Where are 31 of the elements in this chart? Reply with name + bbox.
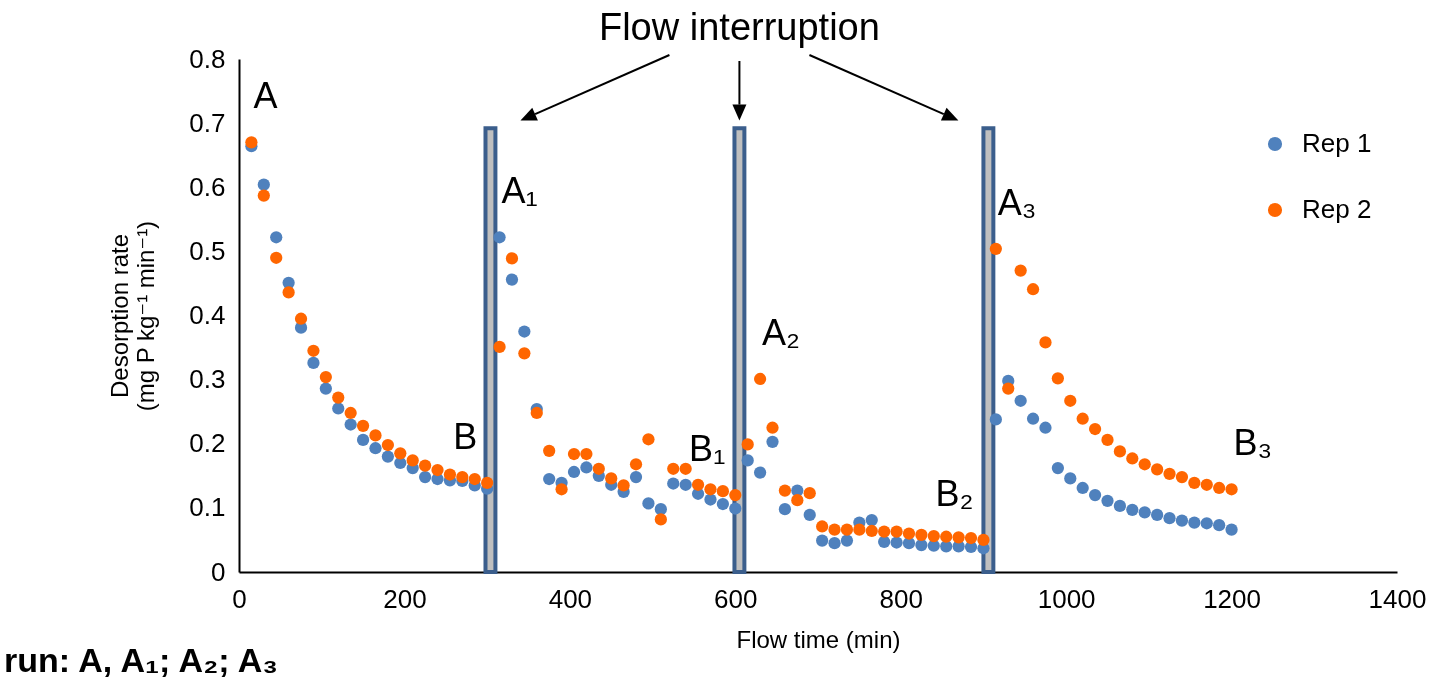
annotation: A₁ (501, 170, 538, 212)
y-axis-title: Desorption rate (mg P kg⁻¹ min⁻¹) (106, 220, 160, 412)
annotation: A₂ (762, 311, 801, 353)
y-tick-label: 0.6 (189, 171, 226, 202)
x-tick-label: 400 (548, 583, 593, 614)
x-axis-title: Flow time (min) (736, 625, 901, 653)
y-tick-label: 0.7 (189, 107, 226, 138)
x-tick-label: 800 (879, 583, 923, 614)
x-tick-label: 1200 (1203, 583, 1261, 614)
annotation: B₁ (689, 428, 726, 470)
annotation: B (453, 415, 478, 457)
x-tick-label: 600 (714, 583, 758, 614)
x-tick-label: 1000 (1037, 583, 1096, 614)
y-tick-label: 0.5 (189, 235, 226, 266)
y-tick-label: 0.3 (189, 364, 226, 395)
text: run: A, A₁; A₂; A₃ (4, 641, 279, 679)
legend-label: Rep 1 (1302, 128, 1372, 158)
x-tick-label: 1400 (1368, 583, 1427, 614)
annotation: B₂ (935, 472, 974, 514)
y-tick-label: 0 (211, 556, 226, 587)
x-tick-label: 0 (232, 583, 247, 614)
y-tick-label: 0.8 (189, 43, 226, 74)
annotation: A₃ (997, 181, 1037, 223)
annotation: B₃ (1233, 422, 1273, 464)
legend-label: Rep 2 (1302, 194, 1372, 224)
y-tick-label: 0.1 (189, 492, 226, 523)
y-tick-label: 0.4 (189, 300, 226, 330)
y-tick-label: 0.2 (189, 428, 226, 459)
annotation: A (253, 75, 278, 117)
x-tick-label: 200 (383, 583, 427, 614)
text: Flow interruption (598, 6, 880, 48)
